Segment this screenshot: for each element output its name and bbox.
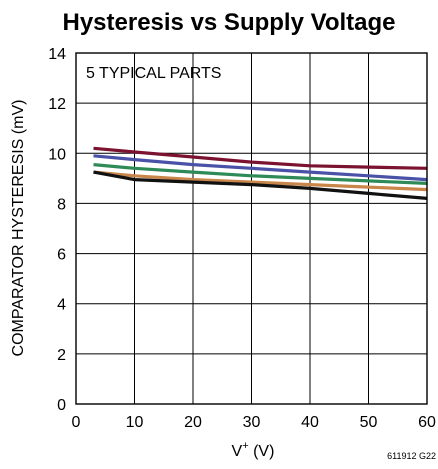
x-tick-label: 20 — [184, 414, 202, 431]
grid — [76, 53, 427, 404]
plot-frame — [75, 52, 428, 405]
y-tick-label: 6 — [57, 247, 66, 264]
chart-title: Hysteresis vs Supply Voltage — [62, 9, 395, 36]
y-tick-label: 2 — [57, 347, 66, 364]
figure-code: 611912 G22 — [387, 451, 436, 461]
x-tick-label: 40 — [301, 414, 319, 431]
y-tick-label: 4 — [57, 297, 66, 314]
x-tick-labels: 0 10 20 30 40 50 60 — [72, 414, 436, 431]
series-line-1 — [93, 146, 428, 170]
series-line-3 — [93, 163, 428, 185]
x-tick-label: 30 — [243, 414, 261, 431]
x-tick-label: 10 — [126, 414, 144, 431]
x-axis-label-unit: (V) — [249, 443, 275, 460]
x-tick-label: 0 — [72, 414, 81, 431]
series-line-5 — [93, 170, 428, 200]
y-tick-label: 8 — [57, 196, 66, 213]
x-axis-label: V+ (V) — [232, 440, 275, 460]
y-tick-labels: 0 2 4 6 8 10 12 14 — [48, 46, 66, 414]
series-line-2 — [93, 154, 428, 182]
series-group — [93, 146, 428, 200]
y-tick-label: 12 — [48, 96, 66, 113]
y-axis-label: COMPARATOR HYSTERESIS (mV) — [10, 100, 27, 357]
x-axis-label-main: V — [232, 443, 243, 460]
x-tick-label: 50 — [360, 414, 378, 431]
y-tick-label: 10 — [48, 146, 66, 163]
y-tick-label: 0 — [57, 397, 66, 414]
annotation-typical-parts: 5 TYPICAL PARTS — [86, 65, 221, 82]
series-line-4 — [93, 170, 428, 192]
x-axis-label-sup: + — [242, 440, 248, 452]
y-tick-label: 14 — [48, 46, 66, 63]
x-tick-label: 60 — [418, 414, 436, 431]
